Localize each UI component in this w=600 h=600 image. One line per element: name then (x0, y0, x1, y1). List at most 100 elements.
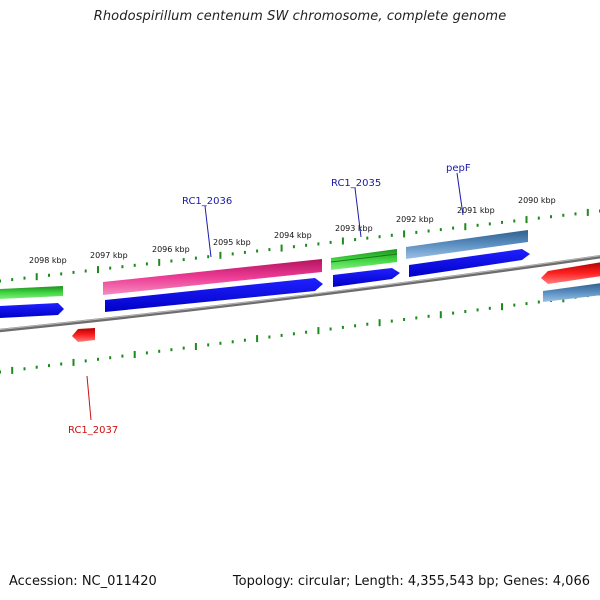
major-tick (439, 311, 442, 319)
minor-tick (219, 341, 222, 345)
minor-tick (170, 259, 173, 263)
leader-line-rc1-2037 (86, 375, 92, 421)
major-tick (194, 343, 197, 350)
major-tick (525, 216, 528, 224)
gene-label-rc1-2036[interactable]: RC1_2036 (182, 196, 232, 207)
minor-tick (562, 213, 565, 217)
minor-tick (84, 269, 87, 273)
minor-tick (513, 219, 516, 223)
minor-tick (60, 362, 63, 366)
cds-arrow-rc1-2035[interactable] (333, 268, 400, 287)
tick-label-2096: 2096 kbp (152, 245, 190, 254)
major-tick (133, 351, 136, 358)
minor-tick (476, 308, 479, 312)
minor-tick (121, 354, 124, 358)
feature-steel-right[interactable] (543, 283, 600, 302)
major-tick (464, 223, 467, 231)
gene-label-rc1-2037[interactable]: RC1_2037 (68, 425, 118, 436)
minor-tick (207, 343, 210, 347)
minor-tick (243, 338, 246, 342)
minor-tick (452, 226, 455, 230)
tick-label-2095: 2095 kbp (213, 238, 251, 247)
minor-tick (207, 255, 210, 259)
genome-summary-text: Topology: circular; Length: 4,355,543 bp… (232, 574, 590, 589)
minor-tick (427, 229, 430, 233)
accession-text: Accession: NC_011420 (9, 574, 157, 589)
cds-arrow-left[interactable] (0, 303, 64, 318)
major-tick (158, 258, 161, 266)
cds-arrow-rc1-2036[interactable] (105, 278, 323, 312)
minor-tick (415, 316, 418, 320)
minor-tick (439, 228, 442, 232)
minor-tick (452, 311, 455, 315)
gene-label-pepf[interactable]: pepF (446, 163, 471, 174)
minor-tick (11, 278, 14, 282)
minor-tick (574, 212, 577, 216)
minor-tick (464, 310, 467, 313)
major-tick (341, 237, 344, 245)
minor-tick (133, 263, 136, 267)
minor-tick (378, 235, 381, 239)
minor-tick (109, 356, 112, 360)
chromosome-backbone-highlight (0, 255, 600, 330)
outer-tick-track (0, 208, 600, 283)
major-tick (219, 251, 222, 259)
gene-feature-rc1-2037[interactable] (72, 328, 95, 342)
minor-tick (427, 314, 430, 318)
tick-label-2094: 2094 kbp (274, 231, 312, 240)
minor-tick (48, 364, 50, 368)
minor-tick (329, 327, 332, 331)
minor-tick (97, 357, 99, 361)
major-tick (11, 366, 14, 374)
minor-tick (292, 245, 295, 249)
tick-label-2097: 2097 kbp (90, 251, 128, 260)
minor-tick (60, 272, 63, 276)
minor-tick (84, 359, 87, 363)
major-tick (501, 303, 503, 311)
minor-tick (0, 279, 1, 283)
minor-tick (501, 220, 503, 224)
minor-tick (256, 249, 259, 253)
minor-tick (280, 333, 283, 337)
minor-tick (525, 302, 528, 306)
minor-tick (329, 240, 332, 244)
minor-tick (109, 266, 112, 270)
major-tick (72, 358, 75, 366)
minor-tick (0, 370, 1, 374)
gene-feature-green-left[interactable] (0, 286, 63, 299)
major-tick (403, 230, 406, 238)
chromosome-backbone (0, 255, 600, 333)
gene-feature-red-right[interactable] (541, 262, 600, 284)
minor-tick (366, 236, 369, 240)
minor-tick (48, 273, 50, 277)
map-title: Rhodospirillum centenum SW chromosome, c… (93, 9, 507, 24)
minor-tick (354, 324, 357, 328)
minor-tick (537, 300, 540, 304)
minor-tick (317, 242, 320, 246)
major-tick (256, 335, 259, 343)
gene-feature-rc1-2035[interactable] (330, 249, 398, 270)
leader-line-pepf (456, 172, 464, 216)
major-tick (586, 208, 589, 216)
minor-tick (23, 276, 26, 280)
major-tick (97, 266, 99, 274)
gene-feature-pepf[interactable] (406, 230, 528, 259)
minor-tick (305, 330, 308, 334)
minor-tick (23, 367, 26, 371)
gene-feature-rc1-2036[interactable] (103, 259, 322, 295)
minor-tick (121, 265, 124, 269)
minor-tick (488, 306, 491, 310)
minor-tick (550, 215, 552, 219)
minor-tick (354, 238, 357, 242)
minor-tick (182, 346, 185, 350)
tick-label-2098: 2098 kbp (29, 256, 67, 265)
minor-tick (268, 248, 271, 252)
minor-tick (513, 303, 516, 307)
minor-tick (243, 250, 246, 254)
minor-tick (182, 258, 185, 262)
cds-arrow-pepf[interactable] (409, 249, 530, 277)
minor-tick (390, 233, 393, 237)
gene-label-rc1-2035[interactable]: RC1_2035 (331, 178, 381, 189)
major-tick (280, 244, 283, 252)
